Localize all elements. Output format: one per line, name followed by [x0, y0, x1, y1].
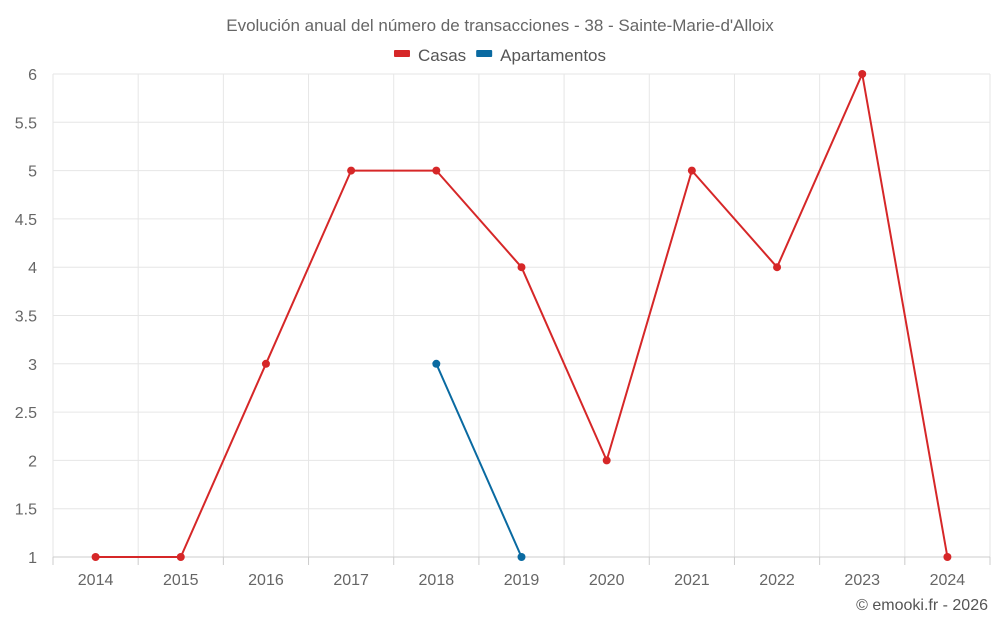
data-point[interactable]: [858, 70, 867, 78]
data-point[interactable]: [432, 359, 441, 368]
y-tick-label: 5.5: [15, 115, 37, 132]
x-tick-label: 2020: [589, 572, 625, 589]
legend-swatch: [476, 50, 493, 57]
axes: 1 1.5 2 2.5 3 3.5 4 4.5 5 5.5 6 2014 2015 2016 2017 201…: [15, 67, 991, 589]
y-tick-label: 4.5: [15, 212, 37, 229]
data-point[interactable]: [602, 456, 611, 465]
y-tick-label: 3: [28, 357, 37, 374]
data-point[interactable]: [347, 166, 356, 175]
legend-label: Casas: [418, 46, 466, 65]
data-point[interactable]: [91, 553, 100, 561]
data-point[interactable]: [176, 553, 185, 561]
grid: [52, 73, 991, 558]
x-tick-label: 2023: [844, 572, 880, 589]
data-point[interactable]: [432, 166, 441, 175]
y-tick-label: 4: [28, 260, 37, 277]
y-tick-label: 2: [28, 453, 37, 470]
x-tick-label: 2015: [163, 572, 199, 589]
x-tick-label: 2024: [930, 572, 966, 589]
data-point[interactable]: [773, 263, 782, 272]
y-tick-label: 5: [28, 164, 37, 181]
series-line: [435, 362, 523, 558]
data-point[interactable]: [517, 553, 526, 561]
x-tick-label: 2021: [674, 572, 710, 589]
data-point[interactable]: [517, 263, 526, 272]
legend-swatch: [393, 50, 410, 57]
x-tick-label: 2016: [248, 572, 284, 589]
legend: Casas Apartamentos: [393, 46, 606, 65]
y-tick-label: 1.5: [15, 502, 37, 519]
credit-text: © emooki.fr - 2026: [856, 597, 988, 614]
x-tick-label: 2019: [504, 572, 540, 589]
data-point[interactable]: [687, 166, 696, 175]
x-tick-label: 2022: [759, 572, 795, 589]
x-tick-label: 2018: [419, 572, 455, 589]
data-point[interactable]: [943, 553, 952, 561]
legend-item-casas[interactable]: Casas: [393, 46, 466, 65]
series-apartamentos: [432, 359, 526, 561]
series-lines: [91, 70, 952, 561]
data-point[interactable]: [261, 359, 270, 368]
chart-title: Evolución anual del número de transaccio…: [226, 16, 774, 35]
series-casas: [91, 70, 952, 561]
legend-label: Apartamentos: [500, 46, 606, 65]
y-tick-label: 1: [28, 550, 37, 567]
y-tick-label: 6: [28, 67, 37, 84]
y-tick-label: 2.5: [15, 405, 37, 422]
x-tick-label: 2017: [333, 572, 369, 589]
legend-item-apartamentos[interactable]: Apartamentos: [476, 46, 606, 65]
y-tick-label: 3.5: [15, 309, 37, 326]
x-tick-label: 2014: [78, 572, 114, 589]
